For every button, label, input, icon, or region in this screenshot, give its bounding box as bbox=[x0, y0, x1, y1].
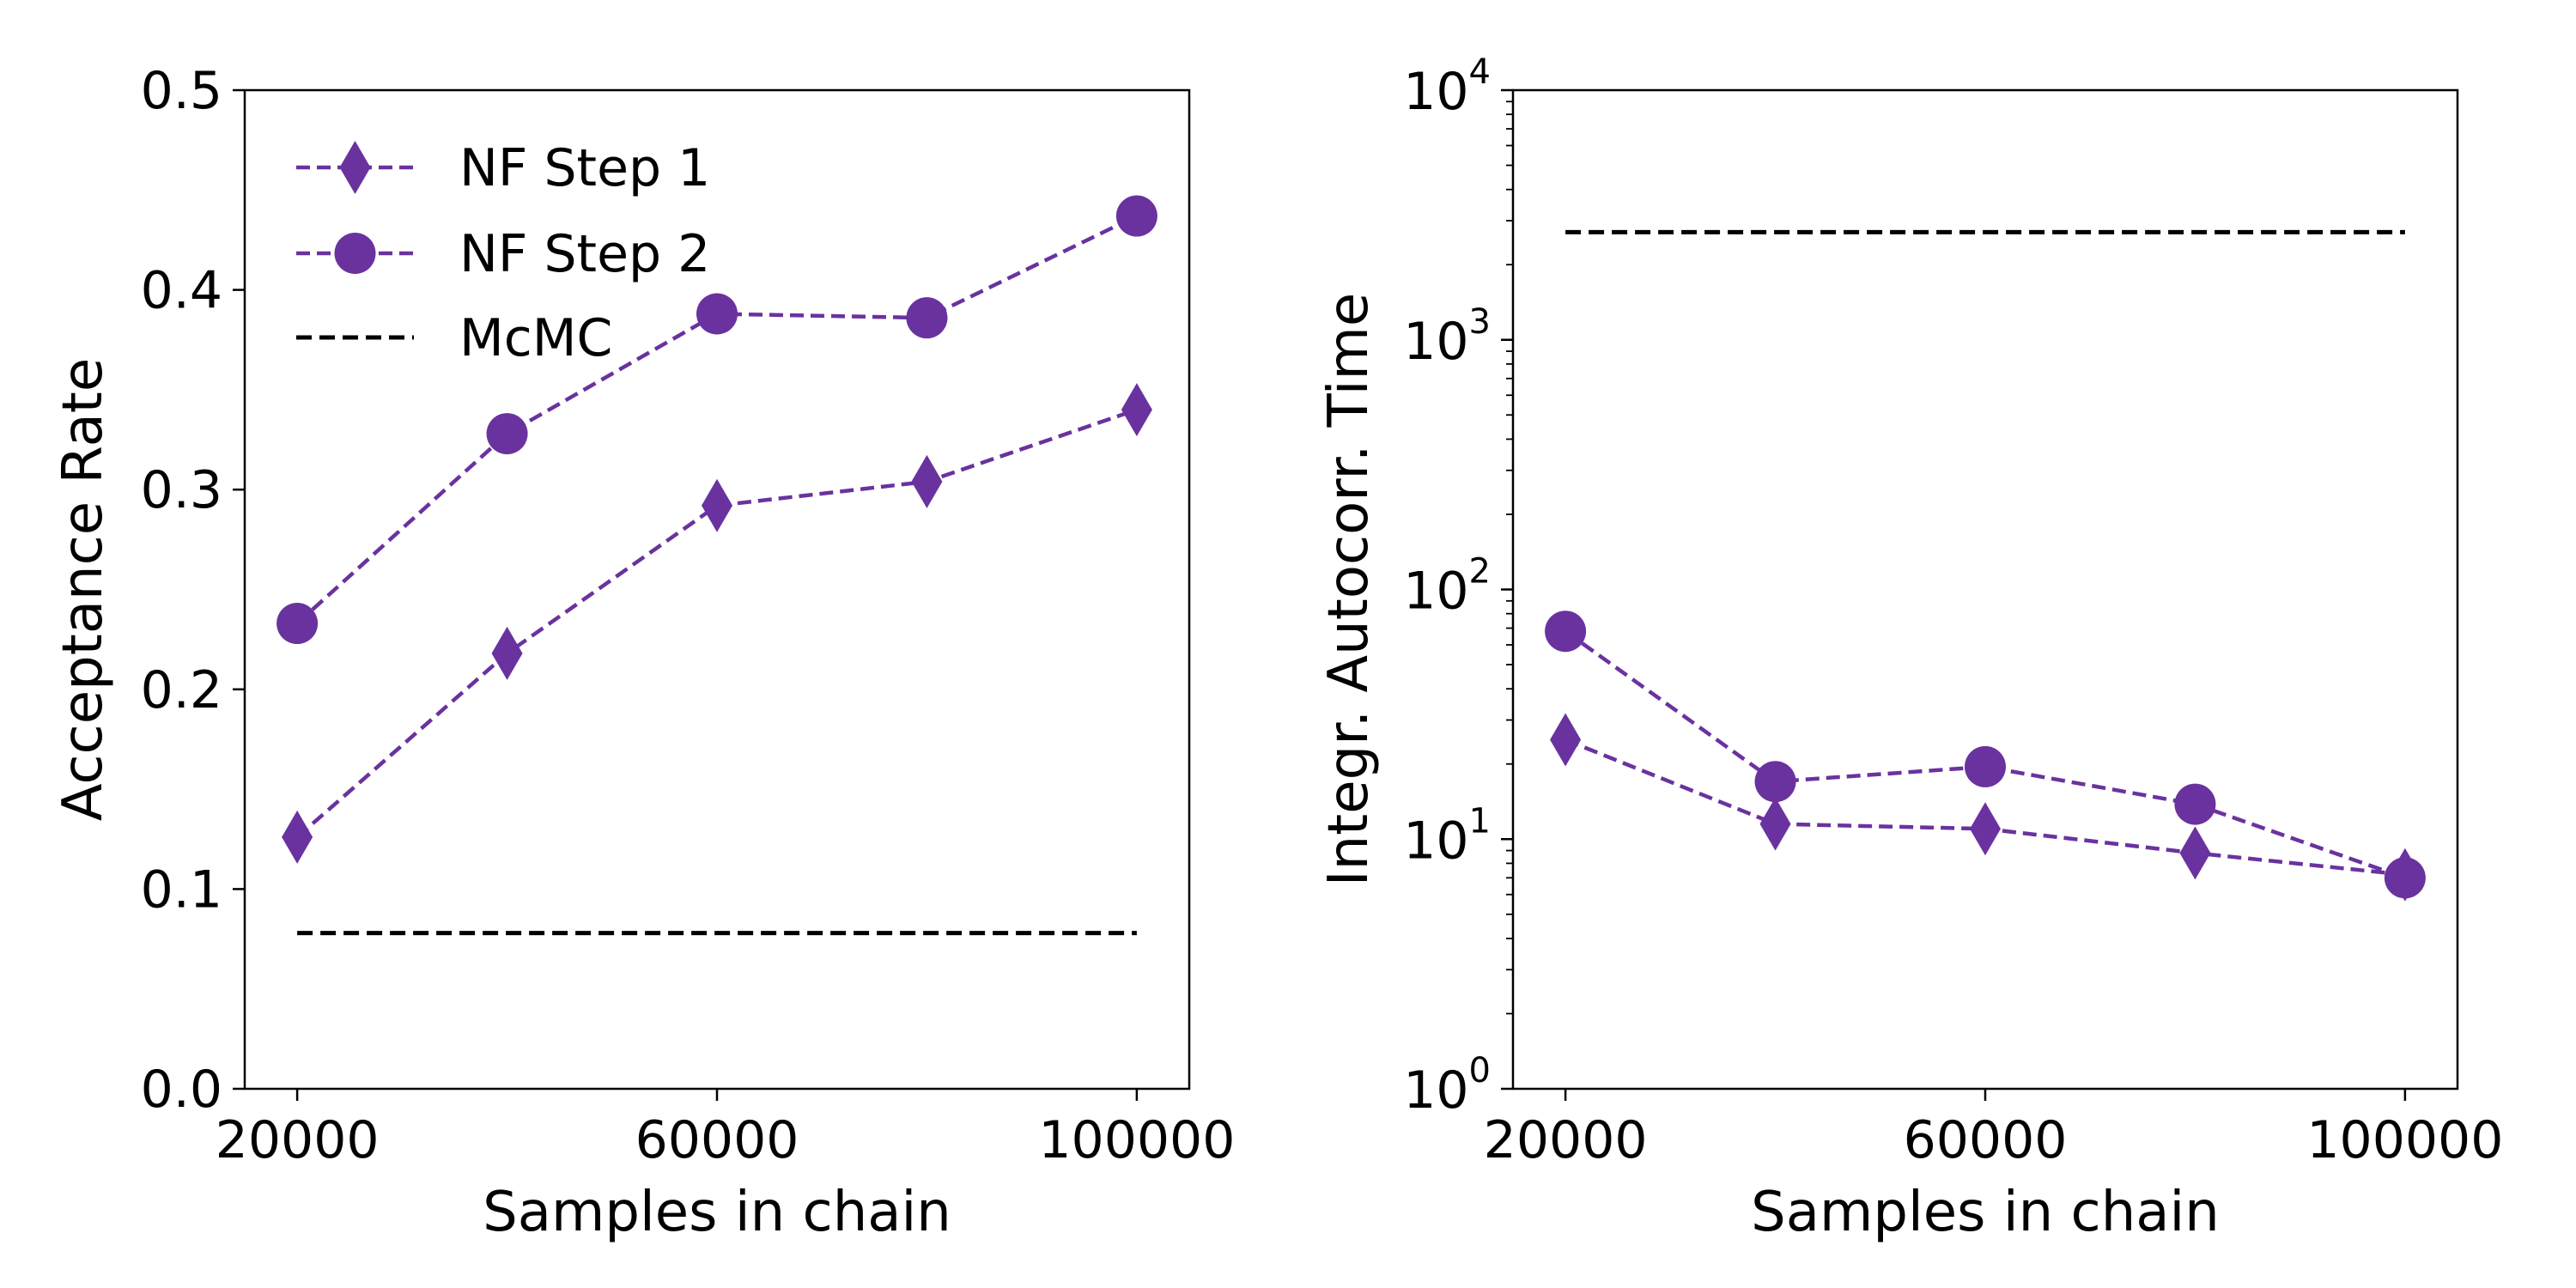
data-point-circle bbox=[276, 603, 319, 645]
legend-marker-diamond bbox=[339, 141, 371, 194]
series-nf-step-2 bbox=[1545, 611, 2426, 899]
x-tick-label: 100000 bbox=[1038, 1110, 1235, 1170]
y-tick-label: 104 bbox=[1403, 52, 1491, 122]
legend-marker-circle bbox=[334, 233, 376, 274]
y-tick-label-exponent: 1 bbox=[1469, 801, 1491, 841]
legend-label: NF Step 2 bbox=[459, 224, 710, 284]
y-tick-label: 101 bbox=[1403, 801, 1491, 871]
legend-entry: NF Step 1 bbox=[296, 138, 710, 198]
data-point-diamond bbox=[1970, 802, 2001, 856]
y-tick-label: 103 bbox=[1403, 302, 1491, 372]
y-tick-label: 0.1 bbox=[141, 860, 222, 920]
data-point-circle bbox=[2384, 857, 2426, 899]
data-point-diamond bbox=[1759, 797, 1791, 851]
data-point-diamond bbox=[1121, 383, 1152, 437]
y-axis-label: Acceptance Rate bbox=[52, 358, 115, 822]
series-nf-step-2 bbox=[276, 195, 1157, 645]
data-point-diamond bbox=[282, 810, 313, 864]
y-tick-label-exponent: 2 bbox=[1469, 552, 1491, 592]
y-tick-label-base: 10 bbox=[1403, 1060, 1468, 1121]
y-tick-label-base: 10 bbox=[1403, 811, 1468, 871]
y-tick-label-base: 10 bbox=[1403, 62, 1468, 122]
x-tick-label: 20000 bbox=[1484, 1110, 1648, 1170]
x-axis-label: Samples in chain bbox=[483, 1181, 951, 1244]
x-tick-label: 60000 bbox=[1904, 1110, 2068, 1170]
legend-label: McMC bbox=[459, 308, 612, 368]
data-point-circle bbox=[2174, 783, 2216, 825]
x-tick-label: 100000 bbox=[2306, 1110, 2503, 1170]
acceptance-rate-panel: 20000 60000 100000 0.0 0.1 0.2 0.3 0.4 0.5 Sample… bbox=[52, 61, 1235, 1244]
y-tick-label: 0.4 bbox=[141, 261, 222, 321]
y-tick-label-exponent: 3 bbox=[1469, 302, 1491, 342]
data-point-diamond bbox=[702, 478, 732, 532]
y-tick-label: 0.0 bbox=[141, 1060, 222, 1120]
data-point-diamond bbox=[911, 454, 943, 508]
legend-entry: NF Step 2 bbox=[296, 224, 710, 284]
y-tick-label: 102 bbox=[1403, 552, 1491, 622]
y-tick-label: 0.3 bbox=[141, 460, 222, 520]
y-tick-label-base: 10 bbox=[1403, 312, 1468, 372]
series-line bbox=[1564, 629, 2406, 880]
y-axis-label: Integr. Autocorr. Time bbox=[1317, 293, 1381, 887]
y-tick-label-base: 10 bbox=[1403, 562, 1468, 622]
data-point-circle bbox=[906, 297, 948, 339]
legend-label: NF Step 1 bbox=[459, 138, 710, 198]
data-point-circle bbox=[486, 413, 528, 455]
series-line bbox=[295, 408, 1138, 839]
x-tick-label: 20000 bbox=[216, 1110, 380, 1170]
data-point-circle bbox=[696, 293, 738, 335]
legend-entry: McMC bbox=[296, 308, 612, 368]
x-axis-label: Samples in chain bbox=[1751, 1181, 2220, 1244]
data-point-circle bbox=[1115, 195, 1157, 237]
data-point-diamond bbox=[2179, 826, 2211, 880]
data-point-diamond bbox=[491, 626, 523, 680]
x-tick-label: 60000 bbox=[635, 1110, 799, 1170]
data-point-circle bbox=[1545, 611, 1587, 653]
y-tick-label: 0.2 bbox=[141, 660, 222, 720]
data-point-circle bbox=[1754, 761, 1796, 803]
y-tick-label: 0.5 bbox=[141, 61, 222, 121]
y-tick-label-exponent: 0 bbox=[1469, 1051, 1491, 1091]
y-tick-label-exponent: 4 bbox=[1469, 52, 1491, 92]
data-point-circle bbox=[1965, 745, 2006, 787]
series-nf-step-1 bbox=[282, 383, 1152, 864]
y-tick-label: 100 bbox=[1403, 1051, 1491, 1121]
legend: NF Step 1 NF Step 2 McMC bbox=[296, 138, 710, 368]
data-point-diamond bbox=[1550, 713, 1582, 767]
